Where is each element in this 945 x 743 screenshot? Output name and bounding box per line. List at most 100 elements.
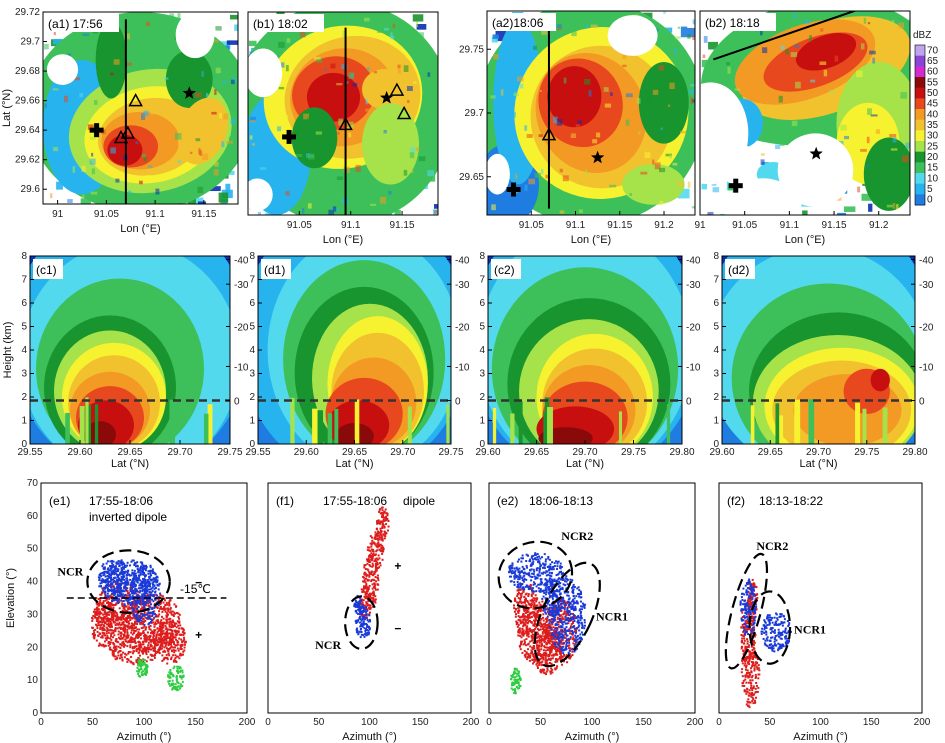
lightning-source-red <box>539 619 542 622</box>
lightning-source-red <box>556 665 559 668</box>
lightning-source-red <box>534 617 537 620</box>
lightning-source-red <box>365 585 368 588</box>
echo-texture <box>110 147 116 154</box>
lightning-source-blue <box>101 580 104 583</box>
echo-texture <box>856 70 863 78</box>
lightning-source-blue <box>152 580 155 583</box>
lightning-source-red <box>524 656 527 659</box>
reflectivity-contour <box>84 421 116 444</box>
echo-texture <box>202 153 209 160</box>
lightning-source-blue <box>132 610 135 613</box>
lightning-source-red <box>180 644 183 647</box>
lightning-source-red <box>163 621 166 624</box>
lightning-source-red <box>182 639 185 642</box>
lightning-source-red <box>383 530 386 533</box>
lightning-source-red <box>125 605 128 608</box>
lightning-source-red <box>366 568 369 571</box>
lightning-source-red <box>523 642 526 645</box>
x-tick-label: 100 <box>361 717 378 728</box>
lightning-source-red <box>370 548 373 551</box>
echo-texture <box>205 93 209 98</box>
echo-speckle <box>208 186 221 192</box>
lightning-source-red <box>157 629 160 632</box>
lightning-source-blue <box>141 561 144 564</box>
lightning-source-red <box>116 618 119 621</box>
lightning-source-red <box>115 612 118 615</box>
echo-cell <box>638 62 689 144</box>
lightning-source-red <box>138 598 141 601</box>
star-marker <box>809 146 823 160</box>
lightning-source-red <box>116 640 119 643</box>
echo-texture <box>562 175 569 182</box>
echo-texture <box>91 152 94 157</box>
lightning-source-red <box>144 633 147 636</box>
lightning-source-red <box>147 617 150 620</box>
lightning-source-red <box>173 646 176 649</box>
lightning-source-red <box>179 624 182 627</box>
lightning-source-blue <box>105 570 108 573</box>
lightning-source-green <box>137 663 140 666</box>
lightning-source-blue <box>151 613 154 616</box>
echo-texture <box>804 19 810 24</box>
lightning-source-red <box>527 653 530 656</box>
lightning-source-red <box>540 661 543 664</box>
lightning-source-red <box>536 666 539 669</box>
lightning-source-red <box>541 663 544 666</box>
echo-texture <box>679 130 686 134</box>
lightning-source-red <box>138 645 141 648</box>
colorbar-frame <box>914 44 926 206</box>
lightning-source-red <box>373 572 376 575</box>
lightning-source-red <box>534 656 537 659</box>
lightning-source-red <box>99 643 102 646</box>
lightning-source-red <box>381 520 384 523</box>
echo-texture <box>139 180 143 185</box>
triangle-marker <box>338 116 353 131</box>
lightning-source-red <box>541 631 544 634</box>
lightning-source-blue <box>366 628 369 631</box>
lightning-source-red <box>529 583 532 586</box>
echo-texture <box>490 95 496 99</box>
lightning-source-red <box>370 552 373 555</box>
lightning-source-red <box>160 634 163 637</box>
lightning-source-red <box>126 631 129 634</box>
lightning-source-red <box>531 648 534 651</box>
echo-texture <box>629 193 632 196</box>
panel-label-bg <box>45 14 119 32</box>
lightning-source-red <box>94 633 97 636</box>
lightning-source-blue <box>135 589 138 592</box>
lightning-source-red <box>170 658 173 661</box>
lightning-source-red <box>369 555 372 558</box>
echo-texture <box>177 160 182 164</box>
lightning-source-blue <box>360 622 363 625</box>
lightning-source-red <box>127 617 130 620</box>
y-tick-label: 60 <box>27 511 39 522</box>
lightning-source-blue <box>131 601 134 604</box>
echo-speckle <box>802 210 808 215</box>
lightning-source-red <box>536 624 539 627</box>
echo-texture <box>707 211 714 215</box>
lightning-source-red <box>372 596 375 599</box>
lightning-source-red <box>161 659 164 662</box>
lightning-source-red <box>168 604 171 607</box>
lightning-source-blue <box>138 591 141 594</box>
lightning-source-red <box>544 661 547 664</box>
temp-tick-label: -40 <box>234 256 249 267</box>
lightning-source-red <box>361 588 364 591</box>
lightning-source-red <box>140 603 143 606</box>
lightning-source-red <box>518 600 521 603</box>
lightning-source-red <box>160 619 163 622</box>
lightning-source-red <box>112 650 115 653</box>
echo-texture <box>545 174 548 179</box>
lightning-source-red <box>374 553 377 556</box>
lightning-source-blue <box>120 569 123 572</box>
lightning-source-green <box>137 668 140 671</box>
lightning-source-red <box>386 529 389 532</box>
charge-sign: − <box>195 575 202 589</box>
lightning-source-red <box>161 654 164 657</box>
lightning-source-blue <box>148 588 151 591</box>
lightning-source-red <box>134 609 137 612</box>
lightning-source-red <box>168 625 171 628</box>
lightning-source-blue <box>362 620 365 623</box>
lightning-source-red <box>154 638 157 641</box>
lightning-source-red <box>110 633 113 636</box>
